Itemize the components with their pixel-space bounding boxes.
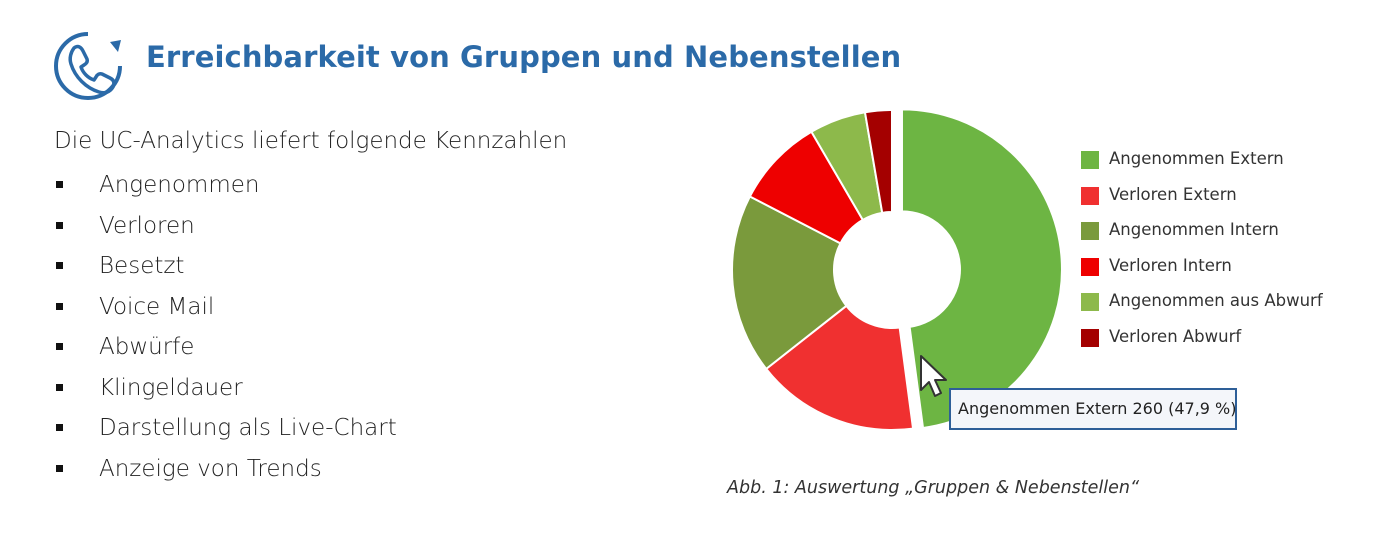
pie-slice-verloren-abwurf[interactable] [863, 108, 893, 214]
legend-label: Verloren Abwurf [1109, 326, 1242, 346]
legend-swatch [1081, 222, 1099, 240]
legend-label: Verloren Intern [1109, 255, 1232, 275]
pie-slice-angenommen-intern[interactable] [731, 195, 848, 371]
legend-swatch [1081, 257, 1099, 276]
square-bullet-icon [56, 262, 63, 269]
kpi-label: Klingeldauer [99, 374, 243, 401]
pie-slice-verloren-extern[interactable] [764, 304, 915, 431]
square-bullet-icon [56, 221, 63, 229]
square-bullet-icon [56, 424, 63, 431]
donut-chart [731, 108, 1063, 431]
legend-swatch [1081, 328, 1099, 347]
legend-label: Angenommen aus Abwurf [1109, 291, 1323, 310]
phone-refresh-icon [54, 32, 122, 100]
kpi-label: Verloren [99, 212, 195, 239]
intro-text: Die UC-Analytics liefert folgende Kennza… [54, 128, 568, 154]
mouse-pointer-icon [920, 355, 947, 397]
kpi-label: Abwürfe [99, 334, 195, 360]
square-bullet-icon [56, 464, 63, 472]
page-title: Erreichbarkeit von Gruppen und Nebenstel… [146, 40, 902, 74]
legend-label: Verloren Extern [1109, 184, 1237, 204]
legend-label: Angenommen Intern [1109, 220, 1279, 239]
legend-swatch [1081, 151, 1099, 169]
kpi-label: Voice Mail [99, 293, 215, 320]
square-bullet-icon [56, 383, 63, 391]
kpi-label: Darstellung als Live-Chart [99, 415, 397, 441]
square-bullet-icon [56, 343, 63, 350]
legend-label: Angenommen Extern [1109, 149, 1284, 168]
legend-swatch [1081, 293, 1099, 311]
square-bullet-icon [56, 181, 63, 188]
kpi-label: Anzeige von Trends [99, 455, 322, 482]
chart-tooltip: Angenommen Extern 260 (47,9 %) [949, 388, 1237, 430]
legend-swatch [1081, 186, 1099, 205]
kpi-label: Angenommen [99, 172, 260, 198]
kpi-label: Besetzt [99, 253, 185, 279]
figure-caption: Abb. 1: Auswertung „Gruppen & Nebenstell… [727, 478, 1140, 498]
square-bullet-icon [56, 302, 63, 310]
